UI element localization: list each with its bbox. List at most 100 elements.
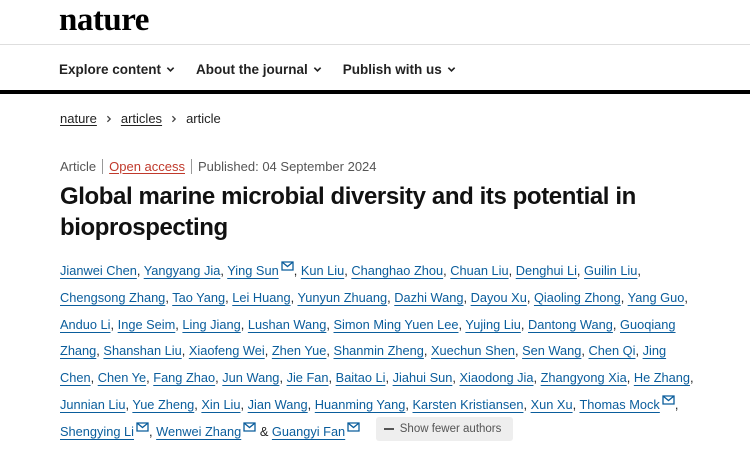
nav-about-journal[interactable]: About the journal: [196, 58, 322, 80]
author-link[interactable]: Xiaofeng Wei: [188, 343, 265, 359]
author-link[interactable]: Baitao Li: [335, 370, 386, 386]
breadcrumb-articles[interactable]: articles: [120, 111, 163, 126]
chevron-down-icon: [447, 66, 456, 72]
author-link[interactable]: Yue Zheng: [132, 396, 195, 412]
nav-item-label: Publish with us: [342, 61, 442, 77]
author-link[interactable]: Dayou Xu: [470, 289, 527, 305]
mail-icon[interactable]: [347, 422, 360, 432]
author-link[interactable]: Xiaodong Jia: [459, 370, 534, 386]
author-entry: Xuechun Shen,: [431, 343, 523, 359]
author-link[interactable]: Zhangyong Xia: [540, 370, 627, 386]
author-entry: Yujing Liu,: [465, 316, 528, 332]
author-entry: Shanshan Liu,: [103, 343, 189, 359]
author-link[interactable]: Thomas Mock: [579, 396, 660, 412]
author-link[interactable]: Junnian Liu: [60, 396, 126, 412]
author-link[interactable]: Guilin Liu: [584, 263, 638, 278]
author-entry: Jiahui Sun,: [392, 370, 460, 386]
author-link[interactable]: Guoqiang Zhang: [60, 316, 676, 359]
author-link[interactable]: Changhao Zhou: [351, 263, 444, 278]
author-entry: Fang Zhao,: [153, 370, 223, 386]
nature-logo[interactable]: nature: [59, 2, 149, 38]
author-entry: Guilin Liu,: [584, 263, 641, 278]
author-link[interactable]: Lushan Wang: [247, 316, 327, 332]
author-link[interactable]: Tao Yang: [172, 289, 226, 305]
author-link[interactable]: Karsten Kristiansen: [412, 396, 524, 412]
chevron-right-icon: [106, 115, 111, 122]
author-link[interactable]: Jianwei Chen: [60, 263, 137, 278]
open-access-link[interactable]: Open access: [109, 159, 185, 174]
author-entry: Guoqiang Zhang,: [60, 316, 676, 359]
author-link[interactable]: Yunyun Zhuang: [297, 289, 388, 305]
author-entry: Xiaodong Jia,: [459, 370, 541, 386]
author-link[interactable]: He Zhang: [633, 370, 691, 386]
author-link[interactable]: Jun Wang: [222, 370, 280, 386]
mail-icon[interactable]: [243, 422, 256, 432]
author-link[interactable]: Yujing Liu: [465, 316, 521, 332]
author-link[interactable]: Yang Guo: [627, 289, 685, 305]
meta-divider: [191, 159, 192, 174]
author-link[interactable]: Kun Liu: [300, 263, 345, 278]
author-link[interactable]: Fang Zhao: [153, 370, 216, 386]
author-link[interactable]: Jie Fan: [286, 370, 329, 386]
author-link[interactable]: Zhen Yue: [271, 343, 327, 359]
author-link[interactable]: Denghui Li: [515, 263, 577, 278]
author-entry: Chuan Liu,: [450, 263, 516, 278]
author-link[interactable]: Sen Wang: [522, 343, 582, 359]
author-link[interactable]: Jian Wang: [247, 396, 308, 412]
author-entry: Kun Liu,: [300, 263, 352, 278]
author-entry: Shanmin Zheng,: [333, 343, 432, 359]
author-entry: Karsten Kristiansen,: [412, 396, 531, 412]
author-link[interactable]: Shengying Li: [60, 423, 134, 439]
show-fewer-authors-button[interactable]: Show fewer authors: [375, 417, 514, 442]
author-link[interactable]: Guangyi Fan: [271, 423, 346, 439]
author-link[interactable]: Dazhi Wang: [394, 289, 464, 305]
author-link[interactable]: Shanmin Zheng: [333, 343, 424, 359]
author-link[interactable]: Ying Sun: [227, 263, 279, 278]
author-link[interactable]: Dantong Wang: [528, 316, 613, 332]
author-entry: Lei Huang,: [232, 289, 298, 305]
chevron-right-icon: [172, 115, 177, 122]
author-entry: Inge Seim,: [117, 316, 183, 332]
author-link[interactable]: Inge Seim: [117, 316, 176, 332]
author-link[interactable]: Xin Liu: [201, 396, 241, 412]
author-link[interactable]: Qiaoling Zhong: [533, 289, 621, 305]
author-link[interactable]: Ling Jiang: [182, 316, 241, 332]
author-link[interactable]: Jiahui Sun: [392, 370, 453, 386]
nav-publish-with-us[interactable]: Publish with us: [343, 58, 456, 80]
author-link[interactable]: Yangyang Jia: [143, 263, 221, 278]
author-entry: & Guangyi Fan: [259, 422, 360, 439]
author-link[interactable]: Chen Ye: [97, 370, 147, 386]
author-entry: Simon Ming Yuen Lee,: [333, 316, 466, 332]
author-link[interactable]: Shanshan Liu: [103, 343, 182, 359]
author-entry: Qiaoling Zhong,: [533, 289, 628, 305]
author-link[interactable]: Jing Chen: [60, 343, 667, 386]
author-link[interactable]: Wenwei Zhang: [156, 423, 242, 439]
mail-icon[interactable]: [662, 395, 675, 405]
mail-icon[interactable]: [281, 261, 294, 271]
author-link[interactable]: Chengsong Zhang: [60, 289, 166, 305]
minus-icon: [383, 428, 394, 431]
author-link[interactable]: Anduo Li: [60, 316, 111, 332]
author-link[interactable]: Simon Ming Yuen Lee: [333, 316, 459, 332]
author-link[interactable]: Xun Xu: [530, 396, 573, 412]
nav-explore-content[interactable]: Explore content: [59, 58, 175, 80]
breadcrumb-nature[interactable]: nature: [60, 111, 97, 126]
author-link[interactable]: Xuechun Shen: [431, 343, 515, 359]
author-entry: Jing Chen,: [60, 343, 667, 386]
author-link[interactable]: Chuan Liu: [450, 263, 509, 278]
author-entry: Junnian Liu,: [60, 396, 133, 412]
author-conjunction: &: [259, 423, 272, 439]
author-entry: Tao Yang,: [172, 289, 233, 305]
article-type: Article: [60, 159, 97, 174]
author-entry: Jun Wang,: [222, 370, 287, 386]
nav-item-label: Explore content: [59, 61, 162, 77]
author-link[interactable]: Lei Huang: [232, 289, 291, 305]
author-link[interactable]: Huanming Yang: [314, 396, 406, 412]
author-entry: Dazhi Wang,: [394, 289, 471, 305]
author-link[interactable]: Chen Qi: [588, 343, 636, 359]
author-entry: Jianwei Chen,: [60, 263, 144, 278]
author-entry: Xun Xu,: [530, 396, 580, 412]
site-header: nature: [0, 0, 750, 44]
mail-icon[interactable]: [136, 422, 149, 432]
author-entry: Ying Sun,: [227, 261, 301, 278]
